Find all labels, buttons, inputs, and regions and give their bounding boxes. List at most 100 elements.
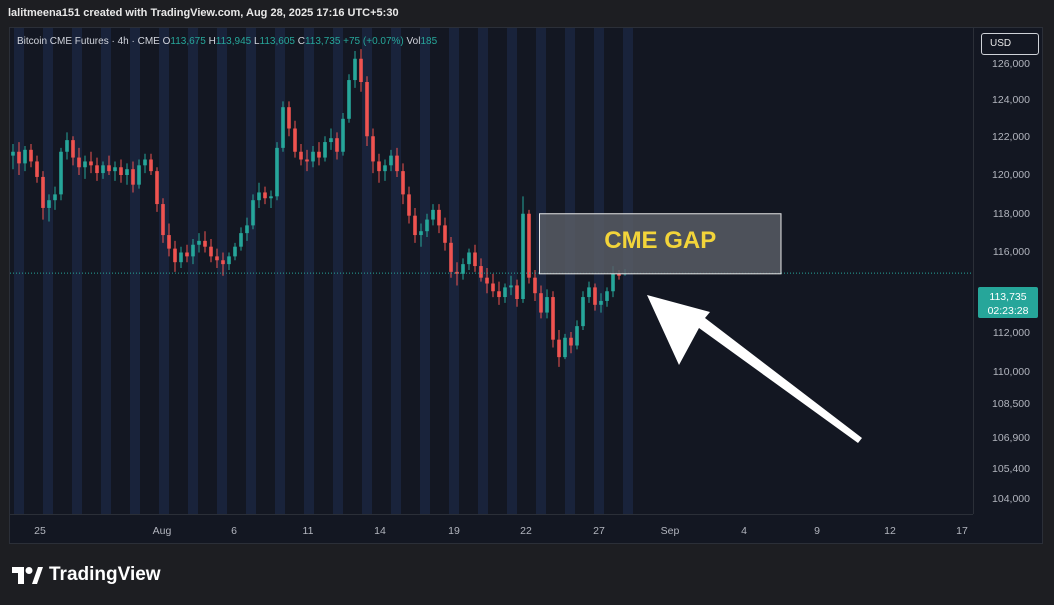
candle-body <box>413 215 417 236</box>
candle-body <box>77 157 81 168</box>
candle-body <box>29 149 33 162</box>
candle-body <box>65 140 69 152</box>
price-tick-label: 118,000 <box>993 208 1030 220</box>
candle-body <box>377 161 381 172</box>
candle-body <box>569 337 573 346</box>
candle-body <box>41 176 45 208</box>
candle-body <box>173 248 177 263</box>
time-tick-label: 27 <box>593 525 605 537</box>
candle-body <box>23 149 27 164</box>
time-tick-label: 4 <box>741 525 747 537</box>
candle-body <box>365 82 369 137</box>
candle-body <box>257 192 261 201</box>
candle-body <box>155 171 159 205</box>
candle-body <box>497 291 501 298</box>
session-band <box>449 28 459 514</box>
candle-body <box>347 80 351 119</box>
candle-body <box>227 256 231 265</box>
time-tick-label: 14 <box>374 525 386 537</box>
session-band <box>507 28 517 514</box>
candle-body <box>293 128 297 152</box>
candle-body <box>185 252 189 257</box>
open-label: O <box>162 36 171 47</box>
price-tick-label: 126,000 <box>992 58 1030 70</box>
candle-body <box>491 283 495 292</box>
price-tick-label: 122,000 <box>992 131 1030 143</box>
candle-body <box>221 260 225 265</box>
session-band <box>246 28 256 514</box>
candle-body <box>599 300 603 305</box>
candle-body <box>101 165 105 174</box>
candle-body <box>305 159 309 162</box>
candle-body <box>533 277 537 294</box>
price-tick-label: 110,000 <box>993 366 1030 378</box>
candle-body <box>617 273 621 276</box>
time-tick-label: 25 <box>34 525 46 537</box>
plot-background <box>10 28 973 514</box>
candle-body <box>137 165 141 185</box>
candle-body <box>527 213 531 278</box>
chart-panel[interactable]: CME GAP 126,000 124,000 122,000 120,000 118,0… <box>9 27 1043 544</box>
cme-gap-label: CME GAP <box>604 227 716 254</box>
candle-body <box>449 242 453 272</box>
candle-body <box>179 252 183 263</box>
candle-body <box>359 58 363 82</box>
candle-body <box>551 297 555 340</box>
candle-body <box>143 159 147 166</box>
symbol-legend: Bitcoin CME Futures · 4h · CME O113,675 … <box>17 36 437 47</box>
candle-body <box>47 200 51 208</box>
volume-label: Vol <box>406 36 421 47</box>
candle-body <box>485 277 489 284</box>
time-tick-label: 11 <box>303 525 314 537</box>
time-tick-label: 17 <box>956 525 968 537</box>
candle-body <box>203 240 207 247</box>
candlestick-chart[interactable]: CME GAP 126,000 124,000 122,000 120,000 118,0… <box>10 28 1042 543</box>
candle-body <box>11 151 15 156</box>
candle-body <box>371 136 375 162</box>
candle-body <box>593 287 597 305</box>
open-value: 113,675 <box>170 36 206 47</box>
candle-body <box>161 204 165 236</box>
candle-body <box>605 291 609 301</box>
price-tick-label: 104,000 <box>992 493 1030 505</box>
price-tick-label: 124,000 <box>992 94 1030 106</box>
candle-body <box>53 194 57 201</box>
time-tick-label: 6 <box>231 525 237 537</box>
session-band <box>72 28 82 514</box>
candle-body <box>197 240 201 245</box>
candle-body <box>515 285 519 299</box>
candle-body <box>191 244 195 257</box>
candle-body <box>269 196 273 199</box>
candle-body <box>299 151 303 160</box>
candle-body <box>503 287 507 298</box>
currency-button[interactable]: USD <box>981 33 1039 55</box>
candle-body <box>557 339 561 358</box>
bar-countdown: 02:23:28 <box>988 305 1029 317</box>
candle-body <box>59 151 63 195</box>
session-band <box>478 28 488 514</box>
candle-body <box>239 233 243 247</box>
close-value: 113,735 <box>304 36 341 47</box>
candle-body <box>611 273 615 292</box>
price-tick-label: 108,500 <box>992 398 1030 410</box>
time-tick-label: 22 <box>520 525 532 537</box>
low-label: L <box>253 36 260 47</box>
candle-body <box>167 235 171 249</box>
candle-body <box>89 161 93 166</box>
symbol-title[interactable]: Bitcoin CME Futures · 4h · CME <box>17 36 160 47</box>
candle-body <box>479 266 483 278</box>
candle-body <box>383 165 387 172</box>
session-band <box>130 28 140 514</box>
candle-body <box>431 209 435 220</box>
candle-body <box>149 159 153 172</box>
current-price-tag <box>978 287 1038 318</box>
session-band <box>159 28 169 514</box>
candle-body <box>587 287 591 298</box>
candle-body <box>389 155 393 166</box>
candle-body <box>353 58 357 81</box>
candle-body <box>323 142 327 158</box>
close-label: C <box>297 36 305 47</box>
tradingview-logo[interactable]: TradingView <box>12 564 161 586</box>
candle-body <box>209 246 213 257</box>
price-tick-label: 105,400 <box>992 463 1030 475</box>
